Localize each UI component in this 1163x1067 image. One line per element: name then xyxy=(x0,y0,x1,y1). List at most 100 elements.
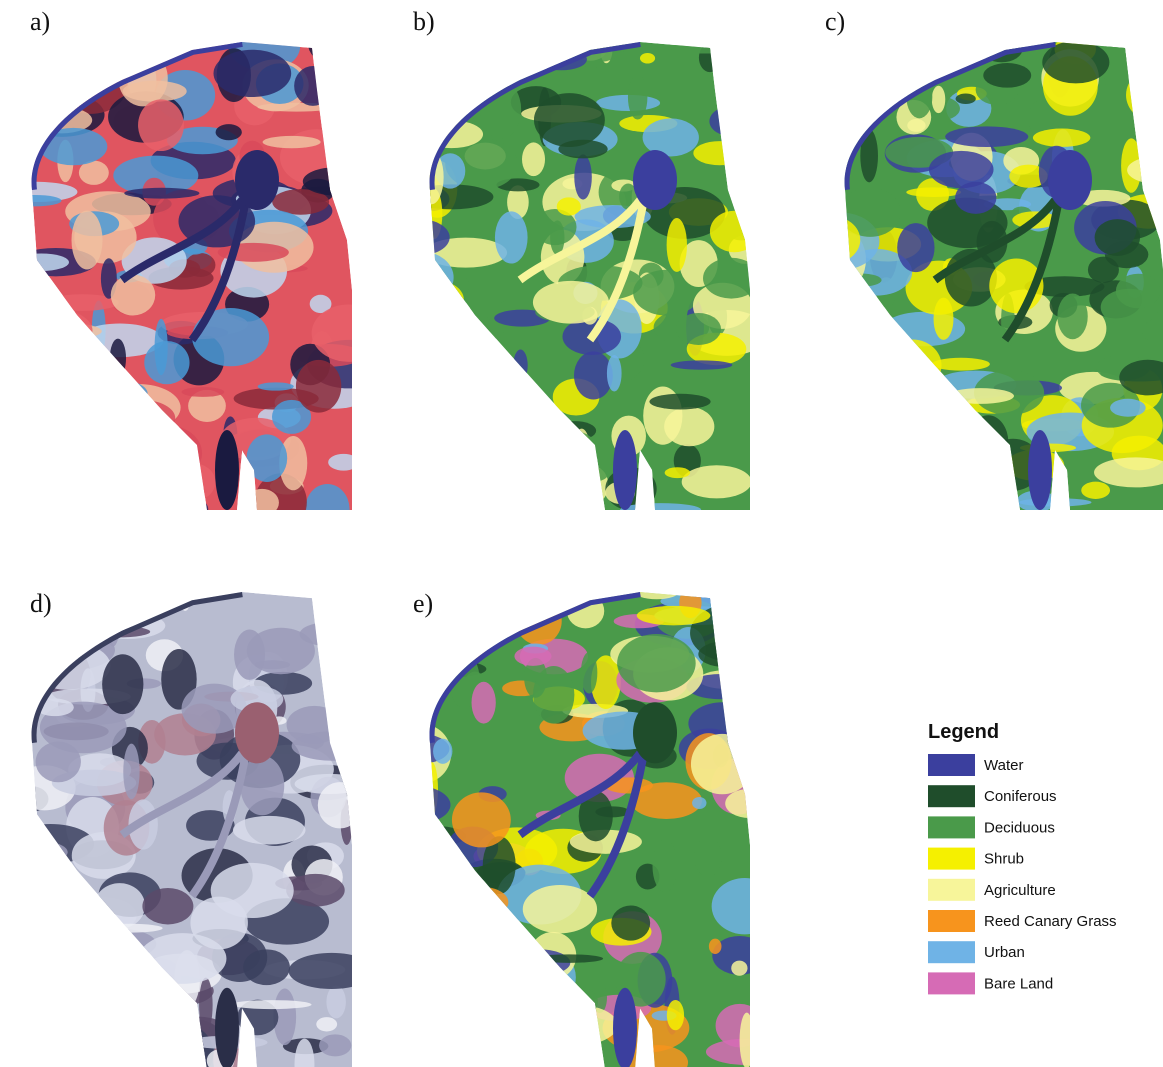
map-patch xyxy=(443,1023,456,1067)
map-patch xyxy=(289,953,375,989)
map-patch xyxy=(543,465,608,484)
map-patch xyxy=(693,141,746,165)
map-patch xyxy=(0,44,46,67)
map-patch xyxy=(79,929,156,960)
map-patch xyxy=(108,400,175,436)
map-patch xyxy=(258,382,294,390)
map-patch xyxy=(14,253,69,271)
map-patch xyxy=(676,313,721,345)
map-patch xyxy=(480,80,521,138)
map-patch xyxy=(412,846,456,863)
map-patch xyxy=(430,935,505,976)
legend-swatch xyxy=(928,879,975,901)
map-patch xyxy=(470,1010,491,1036)
map-patch xyxy=(9,841,68,864)
map-patch xyxy=(123,943,141,977)
map-patch xyxy=(36,742,81,783)
map-patch xyxy=(7,308,92,353)
map-patch xyxy=(574,154,592,199)
map-patch xyxy=(800,216,861,264)
map-patch xyxy=(963,462,985,486)
map-patch xyxy=(934,298,954,340)
map-patch xyxy=(452,449,469,475)
map-patch xyxy=(496,568,530,612)
map-patch xyxy=(11,44,91,73)
legend-label: Water xyxy=(984,757,1023,774)
map-patch xyxy=(213,50,291,97)
map-patch xyxy=(867,407,883,463)
map-patch xyxy=(557,197,581,215)
map-patch xyxy=(867,471,886,491)
map-patch xyxy=(107,428,168,462)
map-patch xyxy=(528,991,562,1020)
map-patch xyxy=(328,454,359,471)
map-patch xyxy=(808,90,890,121)
map-patch xyxy=(949,424,992,446)
map-patch xyxy=(725,789,773,818)
map-patch xyxy=(492,493,517,506)
map-patch xyxy=(303,167,372,196)
map-patch xyxy=(296,360,341,413)
map-patch xyxy=(138,99,184,151)
map-patch xyxy=(28,420,45,469)
map-patch xyxy=(232,1000,312,1009)
map-patch xyxy=(455,887,508,918)
panel-label: b) xyxy=(413,7,435,36)
map-patch xyxy=(1057,294,1087,340)
map-patch xyxy=(452,571,470,615)
map-patch xyxy=(414,878,469,914)
map-patch xyxy=(408,912,491,957)
map-patch xyxy=(461,886,477,932)
map-patch xyxy=(34,368,87,398)
map-patch xyxy=(535,954,603,963)
map-south-lake xyxy=(215,988,239,1067)
map-patch xyxy=(1033,129,1090,147)
map-patch xyxy=(881,478,929,501)
map-patch xyxy=(122,478,184,525)
map-patch xyxy=(932,86,946,113)
map-patch xyxy=(381,1061,455,1067)
map-patch xyxy=(617,634,696,692)
map-patch xyxy=(98,924,162,933)
map-patch xyxy=(1095,219,1140,256)
map-patch xyxy=(533,281,609,324)
map-patch xyxy=(897,223,934,272)
map-patch xyxy=(854,410,894,463)
map-patch xyxy=(247,434,288,482)
map-patch xyxy=(130,425,202,482)
map-patch xyxy=(472,915,497,960)
map-lake xyxy=(1048,150,1092,210)
map-patch xyxy=(525,983,598,1022)
map-patch xyxy=(124,188,199,199)
map-patch xyxy=(305,484,349,534)
map-patch xyxy=(620,503,701,516)
map-patch xyxy=(444,370,459,411)
legend-label: Agriculture xyxy=(984,882,1056,899)
map-patch xyxy=(317,68,371,97)
map-patch xyxy=(423,966,435,992)
map-patch xyxy=(190,897,247,950)
map-patch xyxy=(102,654,143,714)
map-patch xyxy=(852,373,938,407)
map-patch xyxy=(409,366,477,414)
map-patch xyxy=(818,410,882,426)
map-patch xyxy=(66,1010,144,1047)
map-lake xyxy=(633,702,677,763)
map-patch xyxy=(947,388,1014,404)
map-panel xyxy=(373,568,792,1067)
map-patch xyxy=(123,81,187,102)
map-patch xyxy=(409,845,461,861)
map-patch xyxy=(682,465,752,498)
map-patch xyxy=(263,136,321,148)
map-patch xyxy=(671,360,733,369)
map-patch xyxy=(404,749,424,805)
map-patch xyxy=(168,463,215,502)
map-patch xyxy=(495,211,528,263)
map-patch xyxy=(94,883,145,928)
map-patch xyxy=(46,337,96,358)
map-patch xyxy=(640,53,655,64)
legend-swatch xyxy=(928,785,975,807)
map-patch xyxy=(112,1013,195,1059)
map-patch xyxy=(182,387,225,397)
map-patch xyxy=(326,986,345,1019)
